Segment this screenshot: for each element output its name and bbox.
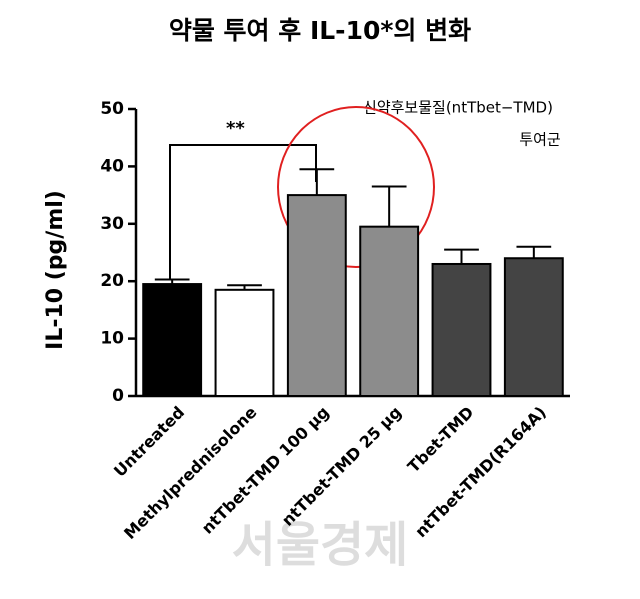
significance-bracket bbox=[169, 144, 317, 280]
bar bbox=[142, 283, 203, 398]
bar bbox=[503, 257, 564, 397]
watermark: 서울경제 bbox=[232, 517, 409, 573]
x-tick-label: Tbet-TMD bbox=[404, 403, 478, 477]
y-tick-label: 40 bbox=[100, 156, 124, 176]
y-tick-label: 20 bbox=[100, 271, 124, 291]
bar bbox=[286, 194, 347, 397]
significance-label: ** bbox=[226, 118, 245, 139]
bar bbox=[359, 225, 420, 397]
chart-title: 약물 투여 후 IL-10*의 변화 bbox=[169, 16, 471, 45]
highlight-label: 신약후보물질(ntTbet−TMD) bbox=[363, 99, 553, 117]
highlight-ellipse bbox=[277, 106, 435, 268]
y-axis-label: IL-10 (pg/ml) bbox=[43, 190, 68, 350]
y-tick-label: 0 bbox=[112, 386, 124, 406]
x-tick-label: ntTbet-TMD 25 μg bbox=[278, 403, 405, 530]
x-tick-label: Untreated bbox=[110, 403, 188, 481]
bar bbox=[431, 262, 492, 398]
y-tick-label: 10 bbox=[100, 329, 124, 349]
highlight-label: 투여군 bbox=[519, 131, 561, 149]
bar bbox=[214, 288, 275, 397]
y-tick-label: 50 bbox=[100, 99, 124, 119]
x-tick-label: ntTbet-TMD(R164A) bbox=[411, 403, 550, 542]
y-tick-label: 30 bbox=[100, 214, 124, 234]
